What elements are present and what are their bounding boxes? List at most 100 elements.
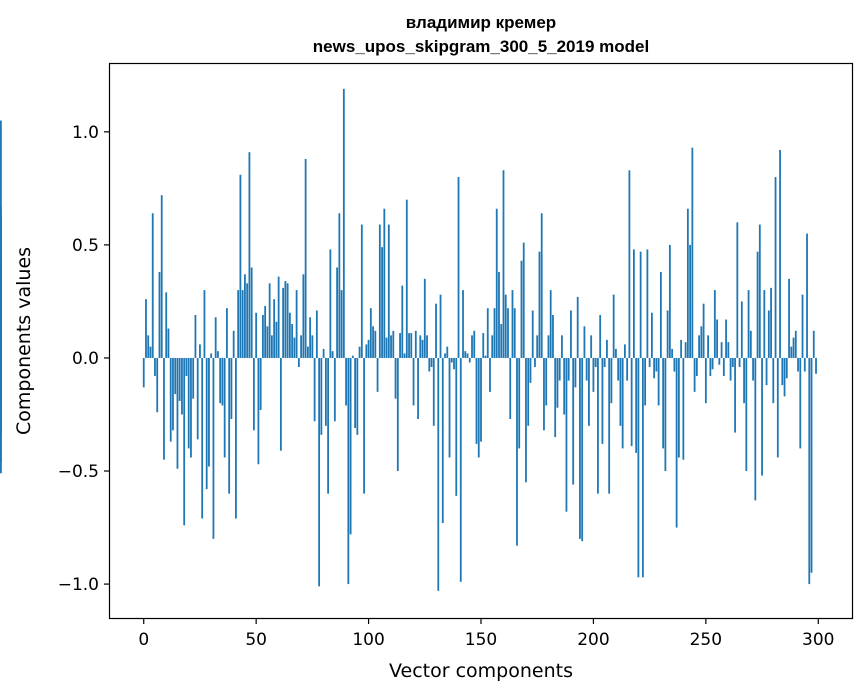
bar-62 xyxy=(282,287,285,358)
bar-44 xyxy=(241,290,244,358)
bar-166 xyxy=(516,357,518,546)
bar-266 xyxy=(740,301,743,358)
bar-88 xyxy=(340,290,343,358)
bar-144 xyxy=(466,353,469,358)
bar-139 xyxy=(455,357,458,496)
y-tick-label-3: 0.5 xyxy=(72,236,99,256)
bar-87 xyxy=(338,213,341,358)
bar-126 xyxy=(426,335,428,358)
bar-17 xyxy=(181,357,183,415)
bar-175 xyxy=(536,335,539,358)
bar-209 xyxy=(612,294,615,358)
bar-212 xyxy=(619,357,622,426)
bar-189 xyxy=(567,357,570,381)
bar-146 xyxy=(471,335,473,358)
bar-165 xyxy=(513,308,516,358)
bar-289 xyxy=(792,337,795,358)
bar-183 xyxy=(554,357,557,438)
bar-296 xyxy=(808,357,811,585)
bar-258 xyxy=(722,357,725,377)
bar-143 xyxy=(464,351,467,358)
bar-35 xyxy=(221,357,224,406)
bar-267 xyxy=(743,357,745,404)
bar-193 xyxy=(576,296,579,358)
bar-199 xyxy=(590,335,593,358)
bar-174 xyxy=(534,357,536,367)
bar-265 xyxy=(738,357,741,367)
bar-71 xyxy=(302,274,305,358)
bar-115 xyxy=(401,285,404,358)
bar-187 xyxy=(563,357,566,415)
bar-99 xyxy=(365,344,368,358)
bar-51 xyxy=(257,357,260,465)
y-tick-label-1: −0.5 xyxy=(58,462,99,482)
bar-48 xyxy=(250,267,253,358)
bar-23 xyxy=(194,315,197,358)
y-tick-label-4: 1.0 xyxy=(72,123,99,143)
bar-194 xyxy=(579,357,581,539)
bar-156 xyxy=(493,308,496,358)
bar-153 xyxy=(486,308,489,358)
bar-20 xyxy=(187,357,190,449)
bar-182 xyxy=(552,315,554,358)
bar-208 xyxy=(610,357,613,404)
bar-54 xyxy=(264,305,267,358)
bar-80 xyxy=(322,348,325,358)
bar-8 xyxy=(160,195,163,358)
bar-149 xyxy=(477,357,480,458)
bar-254 xyxy=(713,290,716,358)
x-tick-label-0: 0 xyxy=(138,630,149,650)
bar-294 xyxy=(803,357,806,372)
bar-269 xyxy=(747,290,750,358)
bar-271 xyxy=(752,357,754,381)
bar-77 xyxy=(315,310,318,358)
bar-4 xyxy=(151,213,154,358)
bar-211 xyxy=(617,357,620,381)
chart-title-line-2: news_upos_skipgram_300_5_2019 model xyxy=(313,37,649,56)
bar-282 xyxy=(776,357,779,458)
bar-65 xyxy=(288,312,291,358)
bar-85 xyxy=(333,357,336,422)
bar-106 xyxy=(381,247,383,358)
bar-290 xyxy=(794,330,797,358)
bar-69 xyxy=(297,357,300,367)
bar-130 xyxy=(435,303,437,358)
bar-148 xyxy=(475,357,478,444)
bar-102 xyxy=(372,326,374,358)
bar-284 xyxy=(781,357,784,386)
bar-160 xyxy=(502,170,505,358)
bar-59 xyxy=(275,321,278,358)
bar-270 xyxy=(749,330,752,358)
bar-63 xyxy=(284,281,287,358)
bar-275 xyxy=(761,357,763,476)
bar-155 xyxy=(491,335,494,358)
bar-58 xyxy=(273,299,276,358)
bar-138 xyxy=(453,357,455,370)
bar-281 xyxy=(774,177,777,358)
bar-21 xyxy=(190,357,192,458)
bar-52 xyxy=(259,357,262,410)
bar-41 xyxy=(235,357,237,519)
bar-278 xyxy=(767,310,770,358)
bar-9 xyxy=(163,357,165,460)
bar-11 xyxy=(167,328,170,358)
bar-66 xyxy=(291,324,294,358)
bar-5 xyxy=(154,357,156,377)
bar-147 xyxy=(473,330,476,358)
y-axis-ticks: −1.0 −0.5 0.0 0.5 1.0 xyxy=(58,123,110,595)
bar-96 xyxy=(358,346,361,358)
bar-232 xyxy=(664,357,667,472)
bar-84 xyxy=(331,351,334,358)
bar-238 xyxy=(677,357,680,458)
bar-24 xyxy=(196,357,199,440)
bar-260 xyxy=(727,342,730,358)
bar-19 xyxy=(185,357,188,377)
bar-12 xyxy=(169,357,172,442)
bar-undefined xyxy=(0,357,2,474)
bar-287 xyxy=(788,278,790,358)
bar-225 xyxy=(648,357,651,367)
bar-22 xyxy=(192,357,195,399)
bar-32 xyxy=(214,317,217,358)
bar-undefined xyxy=(0,357,2,381)
